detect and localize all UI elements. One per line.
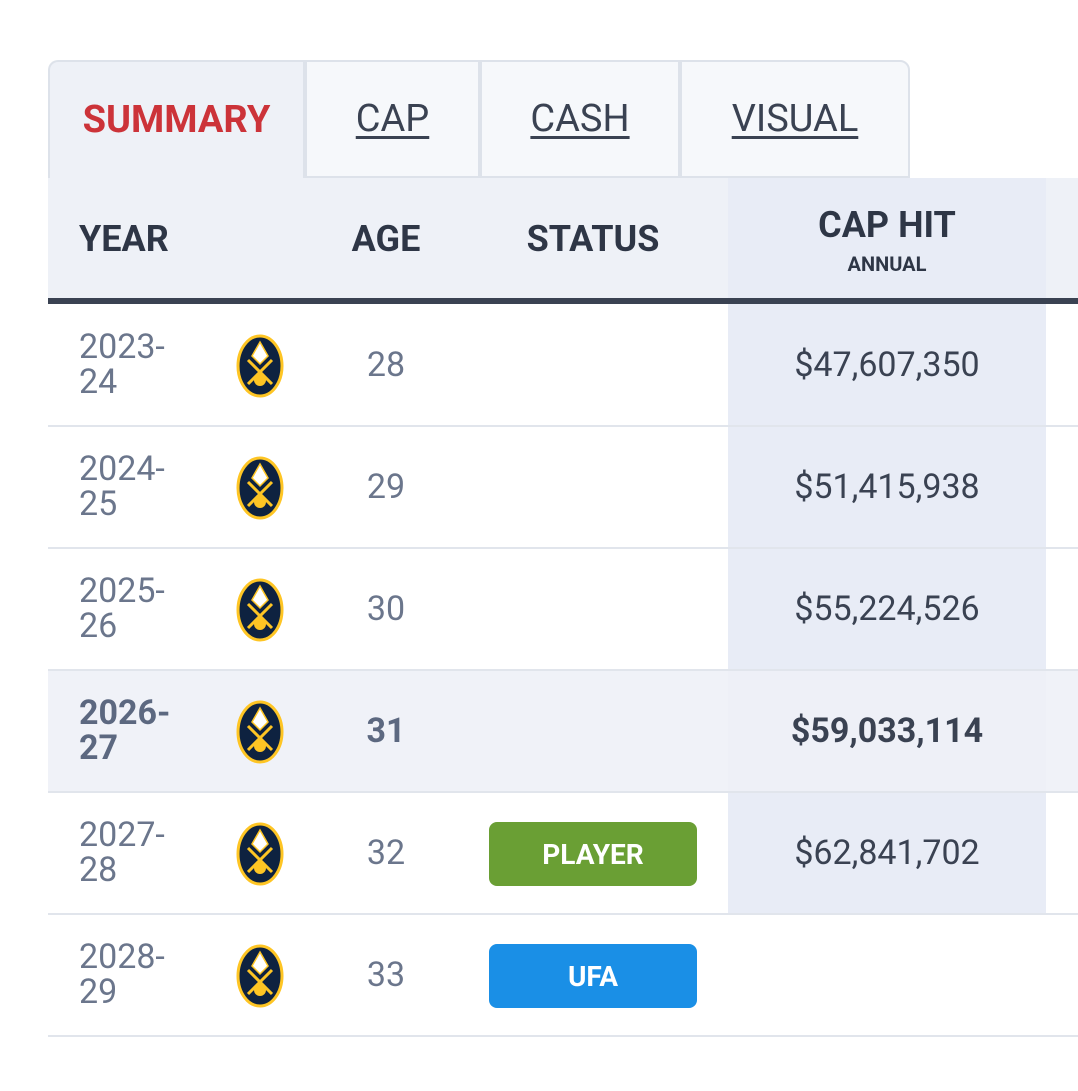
year: 2025-26: [79, 571, 165, 646]
team-logo: [236, 944, 284, 1008]
row-divider: [48, 547, 1078, 549]
team-logo: [236, 578, 284, 642]
cap-hit: $47,607,350: [794, 345, 980, 385]
team-logo: [236, 822, 284, 886]
year: 2028-29: [79, 937, 165, 1012]
tab[interactable]: VISUAL: [680, 60, 910, 178]
row-divider: [48, 913, 1078, 915]
row-divider: [48, 1035, 1078, 1037]
year: 2027-28: [79, 815, 165, 890]
cap-hit-subheader: ANNUAL: [847, 252, 927, 276]
team-logo: [236, 700, 284, 764]
age: 32: [366, 833, 406, 873]
cap-hit: $62,841,702: [794, 833, 980, 873]
header-rule: [48, 298, 1078, 304]
age: 29: [366, 467, 406, 507]
cap-hit: $59,033,114: [790, 711, 984, 751]
tab[interactable]: SUMMARY: [48, 60, 305, 178]
year: 2023-24: [79, 327, 165, 402]
age: 31: [366, 711, 406, 751]
row-divider: [48, 791, 1078, 793]
year-header: YEAR: [79, 218, 169, 260]
team-logo: [236, 456, 284, 520]
status-header: STATUS: [526, 218, 660, 260]
age-header: AGE: [351, 218, 421, 260]
year: 2024-25: [79, 449, 165, 524]
age: 33: [366, 955, 406, 995]
cap-hit: $55,224,526: [794, 589, 980, 629]
status-badge: UFA: [489, 944, 697, 1008]
row-divider: [48, 425, 1078, 427]
highlight-row: [48, 671, 1078, 791]
tab[interactable]: CASH: [480, 60, 680, 178]
age: 30: [366, 589, 406, 629]
row-divider: [48, 669, 1078, 671]
cap-hit: $51,415,938: [794, 467, 980, 507]
year: 2026-27: [79, 693, 171, 768]
cap-hit-column: [728, 178, 1046, 914]
cap-hit-header: CAP HIT: [818, 204, 956, 246]
age: 28: [366, 345, 406, 385]
team-logo: [236, 334, 284, 398]
tab[interactable]: CAP: [305, 60, 480, 178]
status-badge: PLAYER: [489, 822, 697, 886]
